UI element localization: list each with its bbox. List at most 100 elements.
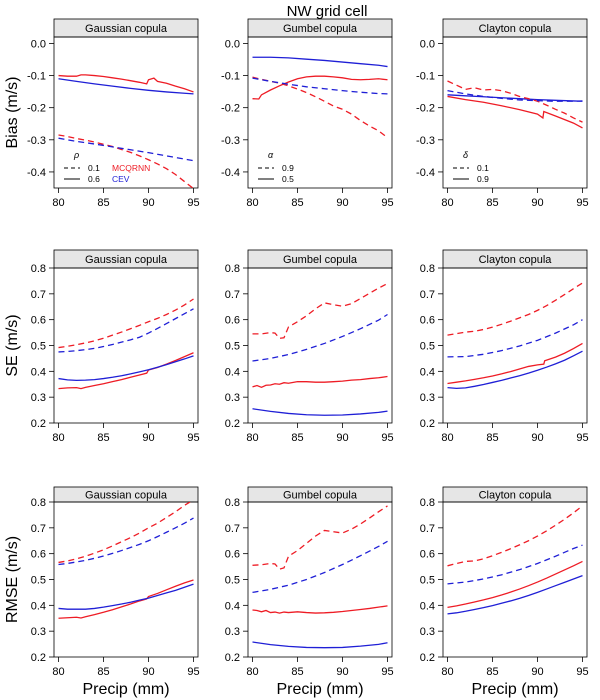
y-tick-label: 0.3 xyxy=(420,626,435,638)
y-tick-label: 0.8 xyxy=(31,497,46,509)
y-tick-label: 0.6 xyxy=(225,549,240,561)
x-tick-label: 95 xyxy=(381,432,393,444)
y-tick-label: 0.2 xyxy=(225,652,240,664)
series-line-mcqrnn-solid xyxy=(58,352,194,390)
panel-frame xyxy=(53,267,199,424)
legend-dashed-label: 0.9 xyxy=(282,163,294,173)
panel-strip-title: Gumbel copula xyxy=(283,490,358,502)
x-axis-title: Precip (mm) xyxy=(82,681,169,698)
x-tick-label: 85 xyxy=(486,197,498,209)
x-tick-label: 80 xyxy=(52,197,64,209)
y-tick-label: -0.1 xyxy=(27,71,46,83)
panel-bias-gumbel: Gumbel copula -0.4 -0.3 -0.2 -0.1 0.0 80 85 90 95… xyxy=(221,18,394,209)
series-line-mcqrnn-dashed xyxy=(447,505,583,567)
x-tick-label: 95 xyxy=(576,666,588,678)
panel-strip-title: Gumbel copula xyxy=(283,23,358,35)
panel-strip-title: Gumbel copula xyxy=(283,254,358,266)
series-line-cev-solid xyxy=(252,56,388,68)
panel-frame xyxy=(442,501,588,658)
y-tick-label: 0.0 xyxy=(225,38,240,50)
y-axis-title: RMSE (m/s) xyxy=(4,536,21,623)
y-tick-label: 0.6 xyxy=(420,315,435,327)
y-tick-label: -0.2 xyxy=(416,103,435,115)
y-tick-label: -0.4 xyxy=(416,167,435,179)
series-line-mcqrnn-solid xyxy=(58,579,194,619)
y-tick-label: -0.3 xyxy=(27,135,46,147)
x-tick-label: 80 xyxy=(246,197,258,209)
x-tick-label: 90 xyxy=(531,197,543,209)
y-tick-label: 0.3 xyxy=(225,626,240,638)
x-tick-label: 80 xyxy=(441,432,453,444)
x-tick-label: 95 xyxy=(381,197,393,209)
y-tick-label: 0.2 xyxy=(225,418,240,430)
x-tick-label: 85 xyxy=(486,666,498,678)
legend-symbol: δ xyxy=(463,150,469,160)
y-tick-label: 0.5 xyxy=(420,341,435,353)
series-line-cev-dashed xyxy=(447,90,583,102)
series-line-mcqrnn-solid xyxy=(252,605,388,614)
y-tick-label: 0.2 xyxy=(420,652,435,664)
panel-bias-gaussian: Gaussian copula -0.4 -0.3 -0.2 -0.1 0.0 80 85 90… xyxy=(27,18,200,209)
x-tick-label: 80 xyxy=(52,666,64,678)
series-group xyxy=(447,80,583,129)
y-tick-label: 0.4 xyxy=(225,366,240,378)
panel-rmse-clayton: Clayton copula 0.2 0.3 0.4 0.5 0.6 0.7 0.8 80 85 9… xyxy=(420,486,589,678)
legend-dashed-label: 0.1 xyxy=(88,163,100,173)
y-tick-label: -0.2 xyxy=(221,103,240,115)
legend-solid-label: 0.9 xyxy=(477,174,489,184)
y-tick-label: -0.1 xyxy=(416,71,435,83)
x-tick-label: 80 xyxy=(246,666,258,678)
y-tick-label: -0.4 xyxy=(221,167,240,179)
y-tick-label: 0.2 xyxy=(420,418,435,430)
legend-symbol: ρ xyxy=(73,150,79,160)
y-tick-label: -0.2 xyxy=(27,103,46,115)
y-tick-label: 0.7 xyxy=(31,523,46,535)
panel-strip-title: Gaussian copula xyxy=(85,490,168,502)
series-group xyxy=(58,502,194,619)
x-tick-label: 85 xyxy=(97,666,109,678)
series-group xyxy=(252,56,388,139)
y-tick-label: -0.1 xyxy=(221,71,240,83)
x-tick-label: 95 xyxy=(187,197,199,209)
x-tick-label: 90 xyxy=(142,197,154,209)
series-line-mcqrnn-dashed xyxy=(447,282,583,336)
x-tick-label: 95 xyxy=(576,197,588,209)
panel-grid: Gaussian copula -0.4 -0.3 -0.2 -0.1 0.0 80 85 90… xyxy=(4,18,589,698)
legend-symbol: α xyxy=(268,150,274,160)
panel-se-gaussian: Gaussian copula 0.2 0.3 0.4 0.5 0.6 0.7 0.8 80 85… xyxy=(31,249,200,444)
series-line-mcqrnn-dashed xyxy=(58,502,192,564)
series-line-cev-dashed xyxy=(58,137,194,162)
y-tick-label: 0.3 xyxy=(31,626,46,638)
series-line-cev-solid xyxy=(447,350,583,390)
x-tick-label: 90 xyxy=(336,432,348,444)
y-tick-label: 0.7 xyxy=(420,289,435,301)
panel-strip-title: Clayton copula xyxy=(479,254,553,266)
series-line-mcqrnn-dashed xyxy=(58,134,194,188)
y-tick-label: 0.7 xyxy=(225,523,240,535)
legend-solid-label: 0.6 xyxy=(88,174,100,184)
panel-se-clayton: Clayton copula 0.2 0.3 0.4 0.5 0.6 0.7 0.8 80 85 9… xyxy=(420,249,589,444)
series-line-mcqrnn-solid xyxy=(447,95,583,129)
series-line-cev-solid xyxy=(252,408,388,416)
x-tick-label: 95 xyxy=(576,432,588,444)
panel-strip-title: Clayton copula xyxy=(479,23,553,35)
y-tick-label: 0.8 xyxy=(420,497,435,509)
x-tick-label: 90 xyxy=(531,666,543,678)
series-line-mcqrnn-solid xyxy=(447,560,583,609)
y-tick-label: 0.7 xyxy=(225,289,240,301)
y-tick-label: 0.8 xyxy=(420,263,435,275)
series-line-cev-solid xyxy=(447,575,583,615)
series-line-mcqrnn-dashed xyxy=(252,505,388,570)
x-tick-label: 95 xyxy=(187,432,199,444)
series-group xyxy=(58,74,194,188)
panel-frame xyxy=(247,501,393,658)
panel-strip-title: Gaussian copula xyxy=(85,254,168,266)
y-tick-label: 0.5 xyxy=(225,341,240,353)
y-tick-label: 0.5 xyxy=(420,575,435,587)
series-line-mcqrnn-dashed xyxy=(252,282,388,339)
y-tick-label: 0.8 xyxy=(225,497,240,509)
y-tick-label: 0.4 xyxy=(225,600,240,612)
y-tick-label: 0.5 xyxy=(225,575,240,587)
panel-rmse-gaussian: Gaussian copula 0.2 0.3 0.4 0.5 0.6 0.7 0.8 80 85… xyxy=(31,486,200,678)
